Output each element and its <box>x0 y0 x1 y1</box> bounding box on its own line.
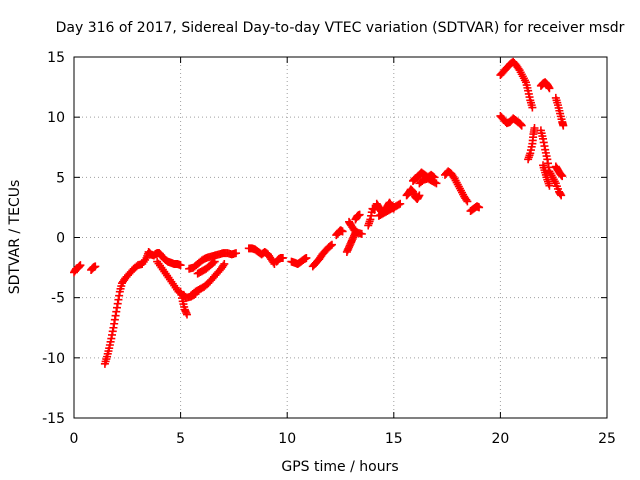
data-point <box>326 241 335 250</box>
x-axis-label: GPS time / hours <box>281 459 398 475</box>
data-point <box>432 179 441 188</box>
data-point <box>182 310 191 319</box>
x-tick-label: 0 <box>70 431 79 447</box>
data-point <box>475 203 484 212</box>
data-point <box>91 262 100 271</box>
data-point <box>357 229 366 238</box>
grid-lines <box>74 57 607 418</box>
y-axis-label: SDTVAR / TECUs <box>7 180 23 295</box>
data-point <box>338 227 347 236</box>
data-point <box>431 178 440 187</box>
data-point <box>327 240 336 249</box>
y-tick-label: 15 <box>47 50 65 66</box>
data-point <box>517 121 526 130</box>
y-tick-label: -5 <box>51 291 65 307</box>
y-tick-labels: -15 -10 -5 0 5 10 15 <box>42 50 65 427</box>
x-tick-label: 25 <box>598 431 616 447</box>
plot-frame <box>73 56 608 419</box>
data-point <box>545 84 554 93</box>
data-point <box>389 204 398 213</box>
data-point <box>530 123 539 132</box>
y-tick-label: 5 <box>56 170 65 186</box>
data-point <box>220 259 229 268</box>
data-point <box>76 261 85 270</box>
x-tick-labels: 0 5 10 15 20 25 <box>70 431 616 447</box>
data-point <box>559 121 568 130</box>
data-point <box>219 261 228 270</box>
axis-ticks <box>73 56 608 419</box>
data-point <box>528 103 537 112</box>
data-point <box>302 253 311 262</box>
data-point <box>415 191 424 200</box>
y-tick-label: 10 <box>47 110 65 126</box>
x-tick-label: 15 <box>385 431 403 447</box>
y-tick-label: -10 <box>42 351 65 367</box>
x-tick-label: 20 <box>491 431 509 447</box>
data-point <box>232 249 241 258</box>
data-point <box>558 172 567 181</box>
data-point <box>463 197 472 206</box>
data-points <box>70 57 568 368</box>
x-tick-label: 10 <box>278 431 296 447</box>
data-point <box>462 195 471 204</box>
data-point <box>545 181 554 190</box>
data-point <box>210 257 219 266</box>
data-point <box>396 199 405 208</box>
data-point <box>557 191 566 200</box>
data-point <box>355 210 364 219</box>
y-tick-label: -15 <box>42 411 65 427</box>
x-tick-label: 5 <box>176 431 185 447</box>
chart-title: Day 316 of 2017, Sidereal Day-to-day VTE… <box>56 20 625 36</box>
data-point <box>176 261 185 270</box>
y-tick-label: 0 <box>56 231 65 247</box>
data-point <box>278 253 287 262</box>
data-point <box>394 200 403 209</box>
data-point <box>209 258 218 267</box>
